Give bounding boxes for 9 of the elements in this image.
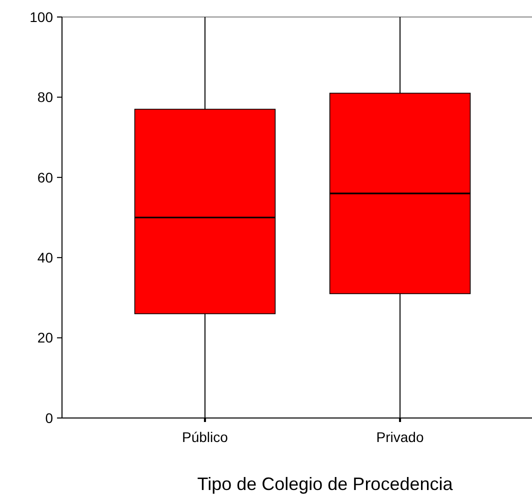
y-tick-label: 60: [37, 169, 54, 186]
y-tick-label: 20: [37, 330, 54, 346]
y-tick-label: 80: [37, 89, 54, 106]
x-tick-label: Privado: [376, 429, 424, 445]
y-tick-label: 0: [45, 410, 54, 426]
y-tick-label: 100: [30, 8, 54, 25]
x-axis-title: Tipo de Colegio de Procedencia: [197, 474, 454, 494]
y-tick-label: 40: [37, 250, 54, 266]
x-tick-label: Público: [182, 429, 228, 445]
